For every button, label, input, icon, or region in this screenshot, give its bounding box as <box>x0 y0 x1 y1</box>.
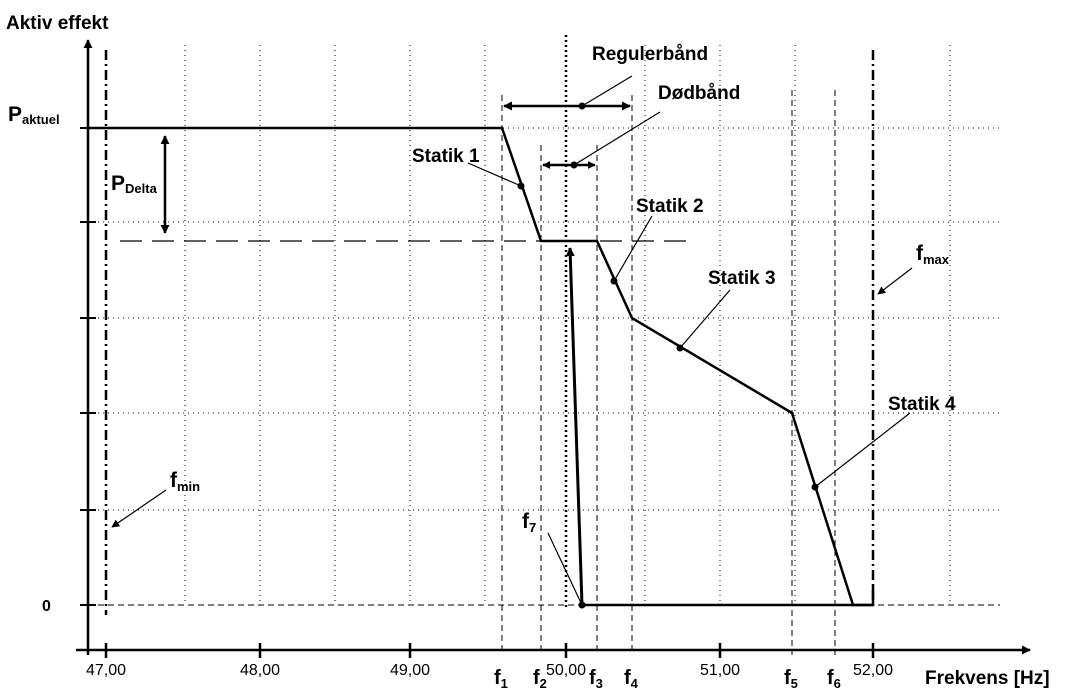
p-delta-label: PDelta <box>111 172 158 196</box>
y-zero-label: 0 <box>42 598 51 615</box>
anchor-dots <box>517 102 819 609</box>
x-tick-label-1: 47,00 <box>86 662 126 679</box>
y-axis-title: Aktiv effekt <box>6 13 109 34</box>
power-frequency-curve <box>88 126 873 607</box>
f5-label: f5 <box>784 667 798 689</box>
f3-label: f3 <box>589 667 603 689</box>
fmax-pointer <box>877 267 913 295</box>
frequency-marker-lines <box>501 90 836 655</box>
f7-return-arrow <box>565 247 584 606</box>
statik-3-label: Statik 3 <box>708 268 776 289</box>
statik-4-label: Statik 4 <box>888 394 956 415</box>
f4-label: f4 <box>624 667 639 689</box>
x-tick-label-4: 50,00 <box>546 662 586 679</box>
p-aktuel-label: Paktuel <box>8 103 60 127</box>
statik-1-label: Statik 1 <box>412 146 480 167</box>
f7-label: f7 <box>522 510 536 535</box>
f1-label: f1 <box>494 667 508 689</box>
leader-lines <box>467 75 911 606</box>
doedbaand-label: Dødbånd <box>658 83 740 104</box>
x-tick-label-2: 48,00 <box>240 662 280 679</box>
x-tick-label-3: 49,00 <box>390 662 430 679</box>
x-tick-label-6: 52,00 <box>853 662 893 679</box>
x-axis-title: Frekvens [Hz] <box>925 668 1050 689</box>
regulerbaand-label: Regulerbånd <box>592 44 708 65</box>
fmin-pointer <box>111 489 167 528</box>
y-ticks <box>80 127 96 606</box>
statik-2-label: Statik 2 <box>636 196 704 217</box>
x-tick-label-5: 51,00 <box>700 662 740 679</box>
return-curve <box>582 585 875 607</box>
x-ticks <box>104 643 875 658</box>
f2-label: f2 <box>533 667 547 689</box>
fmin-label: fmin <box>170 469 200 494</box>
f6-label: f6 <box>827 667 841 689</box>
fmax-label: fmax <box>916 242 950 267</box>
